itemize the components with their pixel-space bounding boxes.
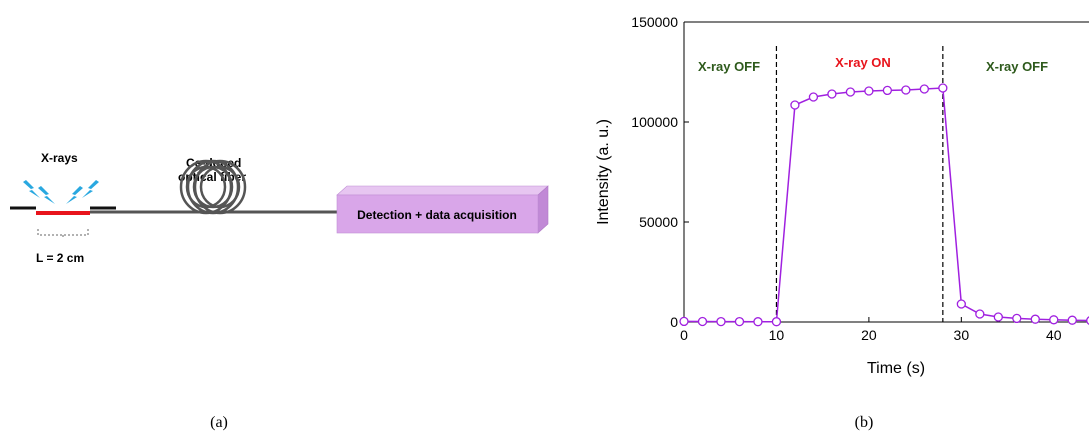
- lightning-bolt-icon: [66, 186, 83, 204]
- y-tick-label: 150000: [631, 14, 678, 30]
- data-point: [790, 100, 800, 110]
- data-point: [679, 316, 689, 327]
- y-tick-label: 0: [670, 314, 678, 330]
- series-line: [683, 87, 1089, 323]
- detector-label: Detection + data acquisition: [357, 208, 517, 222]
- data-point: [882, 85, 893, 96]
- x-tick-label: 30: [954, 327, 970, 343]
- data-point: [1030, 314, 1040, 324]
- data-point: [734, 316, 745, 327]
- caption-a: (a): [210, 414, 228, 431]
- length-bracket: [37, 229, 89, 239]
- xrays-label: X-rays: [41, 151, 78, 165]
- data-point: [975, 309, 985, 319]
- data-point: [864, 86, 874, 96]
- fiber-coil-icon: [179, 159, 247, 215]
- data-point: [827, 89, 837, 99]
- data-point: [845, 87, 856, 97]
- annotation-off-1: X-ray OFF: [698, 59, 760, 74]
- data-point: [1049, 315, 1059, 325]
- data-point: [1067, 315, 1077, 325]
- y-tick-label: 100000: [631, 114, 678, 130]
- data-point: [1012, 313, 1022, 324]
- data-point: [938, 83, 948, 93]
- data-point: [808, 92, 819, 102]
- data-point: [919, 84, 930, 94]
- length-label: L = 2 cm: [36, 251, 84, 265]
- annotation-off-2: X-ray OFF: [986, 59, 1048, 74]
- annotation-on: X-ray ON: [835, 55, 891, 70]
- lightning-bolt-icon: [23, 180, 40, 198]
- data-point: [993, 312, 1003, 322]
- lightning-bolt-icon: [82, 180, 99, 198]
- x-tick-label: 10: [769, 327, 785, 343]
- y-tick-label: 50000: [639, 214, 678, 230]
- caption-b: (b): [855, 414, 874, 431]
- detector-box: Detection + data acquisition: [336, 185, 549, 234]
- lightning-bolt-icon: [38, 186, 55, 204]
- x-axis-label: Time (s): [867, 360, 925, 377]
- data-point: [901, 85, 911, 95]
- data-point: [956, 299, 966, 309]
- data-point: [771, 317, 782, 327]
- data-point: [753, 317, 763, 327]
- panel-a-diagram: L = 2 cm X-rays Ce-doped optical fiber: [10, 151, 549, 431]
- data-point: [716, 316, 726, 327]
- x-tick-label: 40: [1046, 327, 1062, 343]
- data-point: [1086, 316, 1089, 325]
- data-point: [697, 316, 708, 327]
- x-tick-label: 20: [861, 327, 877, 343]
- chart: 0 10 20 30 40 0 50000 100000 150000 X-ray OFF X-…: [595, 14, 1089, 431]
- y-axis-label: Intensity (a. u.): [595, 119, 612, 225]
- x-tick-label: 0: [680, 327, 688, 343]
